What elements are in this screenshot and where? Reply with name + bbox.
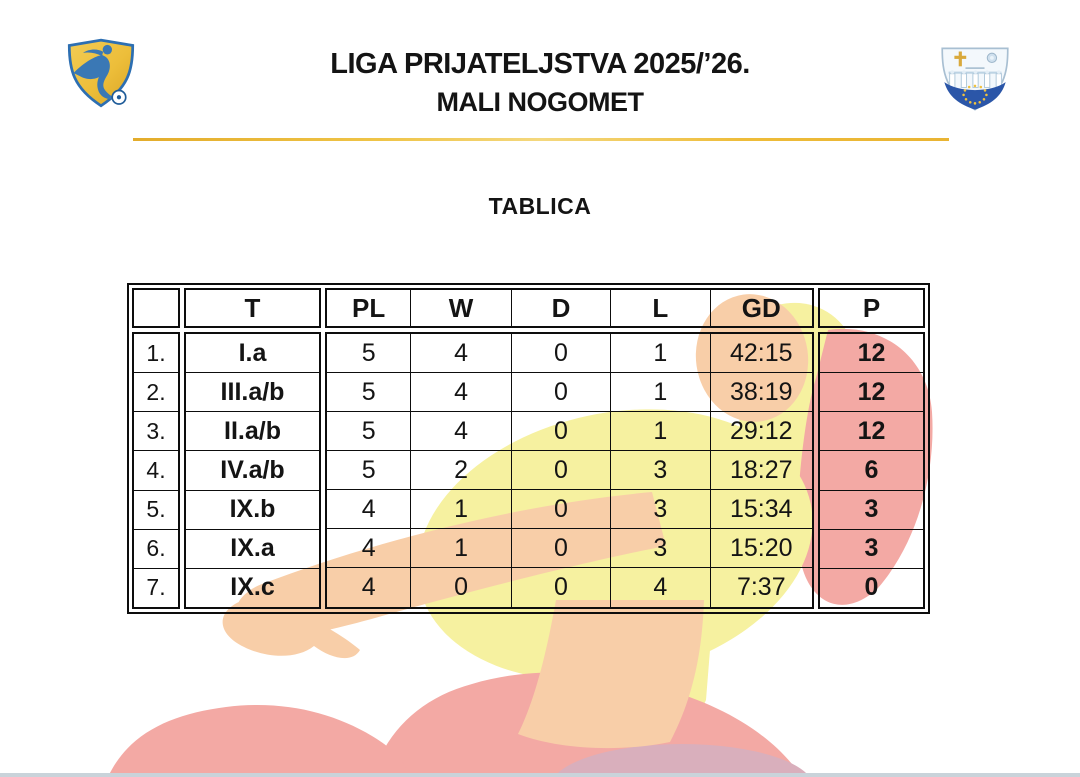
team-cell: IX.c (230, 573, 275, 602)
header-goal-difference-cell: GD (741, 292, 781, 323)
won-cell: 4 (411, 373, 512, 412)
points-cell: 3 (820, 491, 923, 530)
page-bottom-edge (0, 773, 1080, 777)
won-cell: 1 (411, 490, 512, 529)
points-cell: 0 (864, 573, 879, 602)
header-rank-cell (132, 288, 180, 328)
points-column: 12 12 12 6 3 3 0 (818, 332, 925, 609)
drawn-cell: 0 (511, 451, 612, 490)
played-cell: 5 (327, 412, 412, 451)
rank-cell: 4. (134, 451, 178, 491)
lost-cell: 3 (611, 490, 711, 529)
header-team-cell: T (184, 288, 321, 328)
rank-cell: 1. (134, 334, 178, 374)
drawn-cell: 0 (511, 373, 612, 412)
rank-cell: 3. (134, 412, 178, 452)
city-crest-logo (941, 47, 1009, 111)
rank-cell: 2. (134, 373, 178, 413)
played-cell: 5 (327, 451, 412, 490)
header-won-cell: W (411, 290, 512, 326)
won-cell: 4 (411, 334, 512, 373)
drawn-cell: 0 (511, 334, 612, 373)
drawn-cell: 0 (512, 568, 612, 607)
goal-difference-cell: 15:34 (710, 490, 812, 529)
points-cell: 6 (820, 451, 923, 491)
goal-difference-cell: 7:37 (736, 573, 786, 601)
document-title-line2: MALI NOGOMET (436, 87, 644, 117)
goal-difference-cell: 29:12 (710, 412, 812, 451)
lost-cell: 3 (611, 451, 711, 490)
points-cell: 12 (820, 412, 923, 452)
won-cell: 4 (411, 412, 512, 451)
lost-cell: 3 (611, 529, 711, 568)
lost-cell: 1 (611, 412, 711, 451)
header-lost-cell: L (611, 290, 711, 326)
points-cell: 3 (820, 530, 923, 569)
drawn-cell: 0 (511, 412, 612, 451)
goal-difference-cell: 42:15 (710, 334, 812, 373)
won-cell: 1 (411, 529, 512, 568)
won-cell: 0 (411, 568, 512, 607)
rank-column: 1. 2. 3. 4. 5. 6. 7. (132, 332, 180, 609)
goal-difference-cell: 38:19 (710, 373, 812, 412)
lost-cell: 4 (611, 568, 711, 607)
star-ring-icon (962, 84, 988, 105)
rank-cell: 6. (134, 530, 178, 569)
played-cell: 4 (327, 529, 412, 568)
rank-cell: 7. (146, 574, 166, 601)
rank-cell: 5. (134, 491, 178, 530)
team-cell: IV.a/b (186, 451, 319, 491)
lost-cell: 1 (611, 373, 711, 412)
stats-block: 5 4 0 1 42:15 5 4 0 1 38:19 5 4 0 1 29:1… (325, 332, 814, 609)
goal-difference-cell: 15:20 (710, 529, 812, 568)
points-cell: 12 (820, 373, 923, 413)
team-column: I.a III.a/b II.a/b IV.a/b IX.b IX.a IX.c (184, 332, 321, 609)
won-cell: 2 (411, 451, 512, 490)
document-title-line1: LIGA PRIJATELJSTVA 2025/’26. (330, 48, 750, 80)
gold-cross-icon (954, 51, 967, 67)
played-cell: 5 (327, 334, 412, 373)
section-title: TABLICA (488, 193, 592, 219)
team-cell: II.a/b (186, 412, 319, 452)
gold-divider-line (133, 138, 949, 141)
club-crest-logo (67, 38, 135, 108)
team-cell: I.a (186, 334, 319, 374)
team-cell: IX.b (186, 491, 319, 530)
header-points-cell: P (818, 288, 925, 328)
football-player-silhouette-icon (73, 44, 116, 100)
league-table: T PL W D L GD P 1. 2. 3. 4. 5. 6. 7. I.a… (127, 283, 930, 614)
played-cell: 4 (327, 490, 412, 529)
drawn-cell: 0 (511, 490, 612, 529)
team-cell: IX.a (186, 530, 319, 569)
drawn-cell: 0 (511, 529, 612, 568)
football-icon (111, 89, 127, 105)
points-cell: 12 (820, 334, 923, 374)
goal-difference-cell: 18:27 (710, 451, 812, 490)
played-cell: 4 (327, 568, 412, 607)
sun-emblem-icon (986, 52, 998, 64)
header-drawn-cell: D (512, 290, 612, 326)
team-cell: III.a/b (186, 373, 319, 413)
header-stats-block: PL W D L GD (325, 288, 814, 328)
lost-cell: 1 (611, 334, 711, 373)
played-cell: 5 (327, 373, 412, 412)
header-played-cell: PL (327, 290, 412, 326)
